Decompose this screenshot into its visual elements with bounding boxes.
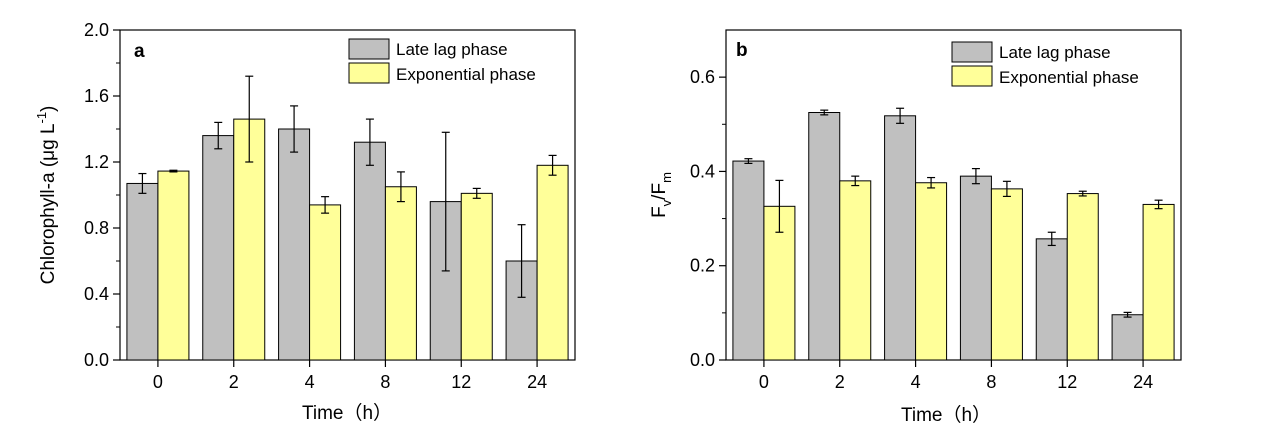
y-axis-title-b-sub1: v bbox=[659, 199, 674, 206]
chart-panel-b: 0.00.20.40.6 0 2 4 8 12 24 b Late lag phase E… bbox=[649, 29, 1182, 426]
bar-b-s0-4 bbox=[884, 115, 917, 361]
x-tick-label-b-0: 0 bbox=[759, 372, 769, 392]
y-axis-title-a-main: Chlorophyll-a (μg L bbox=[38, 123, 59, 284]
x-tick-label-b-8: 8 bbox=[986, 372, 996, 392]
legend-a: Late lag phase Exponential phase bbox=[348, 38, 536, 84]
legend-swatch-exponential-a bbox=[348, 62, 390, 84]
legend-swatch-exponential-b bbox=[951, 65, 993, 87]
x-axis-ticks-b: 0 2 4 8 12 24 bbox=[759, 360, 1153, 392]
bar-b-s1-4 bbox=[915, 182, 948, 361]
bar-b-s0-24 bbox=[1111, 314, 1144, 361]
bar-a-s0-2 bbox=[202, 135, 235, 361]
y-axis-title-a-sup: -1 bbox=[34, 112, 49, 124]
bar-a-s0-0 bbox=[126, 182, 159, 361]
legend-label-exponential-a: Exponential phase bbox=[396, 65, 536, 84]
panel-letter-b: b bbox=[736, 40, 748, 61]
y-tick-label-b-3: 0.6 bbox=[690, 67, 715, 87]
bars-b bbox=[732, 107, 1175, 361]
x-axis-title-a: Time（h） bbox=[302, 402, 392, 424]
y-tick-label-a-1: 0.4 bbox=[84, 284, 109, 304]
bar-a-s1-0 bbox=[157, 170, 190, 361]
plot-frame-b bbox=[725, 29, 1182, 361]
y-axis-title-b: Fv/Fm bbox=[649, 172, 674, 218]
y-tick-label-a-3: 1.2 bbox=[84, 152, 109, 172]
legend-b: Late lag phase Exponential phase bbox=[951, 41, 1139, 87]
bar-b-s0-12 bbox=[1035, 238, 1068, 361]
y-axis-title-b-mid: /F bbox=[649, 183, 670, 200]
bars-a bbox=[126, 75, 569, 361]
legend-swatch-late-lag-b bbox=[951, 41, 993, 63]
y-tick-label-b-2: 0.4 bbox=[690, 161, 715, 181]
x-tick-label-b-24: 24 bbox=[1133, 372, 1153, 392]
x-tick-label-a-12: 12 bbox=[451, 372, 471, 392]
x-tick-label-a-24: 24 bbox=[527, 372, 547, 392]
x-tick-label-a-0: 0 bbox=[153, 372, 163, 392]
x-tick-label-a-2: 2 bbox=[229, 372, 239, 392]
y-tick-label-b-1: 0.2 bbox=[690, 256, 715, 276]
x-tick-label-b-2: 2 bbox=[835, 372, 845, 392]
y-tick-label-a-2: 0.8 bbox=[84, 218, 109, 238]
bar-b-s1-12 bbox=[1066, 193, 1099, 361]
y-axis-title-b-sub2: m bbox=[659, 172, 674, 183]
legend-label-late-lag-a: Late lag phase bbox=[396, 40, 508, 59]
bar-a-s1-8 bbox=[384, 186, 417, 361]
x-tick-label-a-8: 8 bbox=[380, 372, 390, 392]
chart-panel-a: 0.00.40.81.21.62.0 0 2 4 8 12 24 a Late lag p… bbox=[34, 20, 576, 424]
y-axis-ticks-b: 0.0 0.2 0.4 0.6 bbox=[690, 67, 726, 370]
bar-a-s1-24 bbox=[536, 164, 569, 361]
legend-swatch-late-lag-a bbox=[348, 38, 390, 60]
y-axis-title-a-end: ) bbox=[38, 106, 59, 112]
x-axis-ticks-a: 0 2 4 8 12 24 bbox=[153, 360, 547, 392]
x-tick-label-b-12: 12 bbox=[1057, 372, 1077, 392]
y-axis-title-a: Chlorophyll-a (μg L-1) bbox=[34, 106, 59, 285]
bar-b-s0-8 bbox=[959, 175, 992, 361]
y-tick-label-a-4: 1.6 bbox=[84, 86, 109, 106]
bar-b-s0-0 bbox=[732, 160, 765, 361]
x-tick-label-b-4: 4 bbox=[911, 372, 921, 392]
bar-b-s0-2 bbox=[808, 112, 841, 361]
bar-b-s1-2 bbox=[839, 180, 872, 361]
y-tick-label-a-5: 2.0 bbox=[84, 20, 109, 40]
bar-a-s1-12 bbox=[460, 192, 493, 361]
bar-a-s1-4 bbox=[309, 204, 342, 361]
bar-a-s0-4 bbox=[278, 128, 311, 361]
y-axis-title-b-f: F bbox=[649, 206, 670, 218]
legend-label-exponential-b: Exponential phase bbox=[999, 68, 1139, 87]
y-tick-label-b-0: 0.0 bbox=[690, 350, 715, 370]
x-tick-label-a-4: 4 bbox=[305, 372, 315, 392]
y-axis-ticks-a: 0.0 0.4 0.8 1.2 1.6 2.0 bbox=[84, 20, 120, 370]
legend-label-late-lag-b: Late lag phase bbox=[999, 43, 1111, 62]
x-axis-title-b: Time（h） bbox=[901, 404, 991, 426]
bar-b-s1-24 bbox=[1142, 203, 1175, 361]
panel-letter-a: a bbox=[134, 41, 145, 62]
bar-b-s1-8 bbox=[990, 188, 1023, 361]
y-tick-label-a-0: 0.0 bbox=[84, 350, 109, 370]
bar-a-s0-8 bbox=[353, 141, 386, 361]
